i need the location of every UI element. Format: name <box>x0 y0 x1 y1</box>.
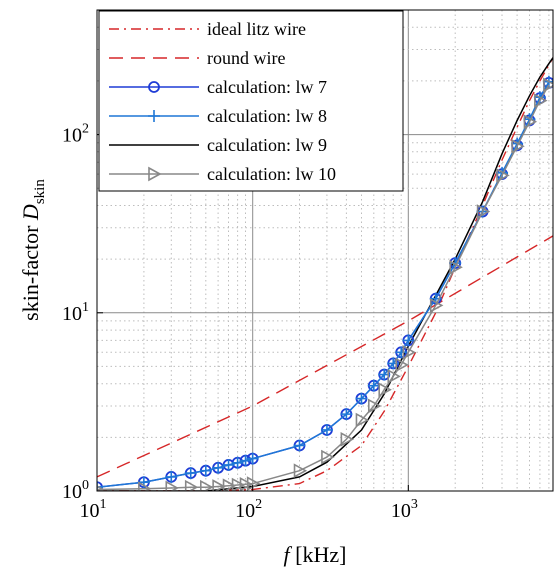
data-point <box>222 458 235 471</box>
data-point <box>387 368 401 384</box>
legend-label: ideal litz wire <box>207 19 306 39</box>
data-point <box>222 478 237 491</box>
legend-box <box>98 10 404 192</box>
data-point <box>543 77 553 93</box>
x-axis-title: f [kHz] <box>284 542 347 567</box>
data-point <box>199 464 212 477</box>
data-point <box>321 449 335 465</box>
legend-marker <box>148 166 162 182</box>
data-point <box>387 357 400 370</box>
data-point <box>429 298 444 313</box>
data-point <box>320 423 333 436</box>
y-tick-label: 102 <box>62 122 89 147</box>
x-tick-label: 103 <box>391 497 418 522</box>
series-layer <box>97 57 553 491</box>
data-point <box>402 334 415 347</box>
data-point <box>231 456 244 469</box>
legend-label: round wire <box>207 48 285 68</box>
legend-label: calculation: lw 10 <box>207 164 336 184</box>
legend-marker <box>148 81 160 93</box>
data-point <box>293 439 306 452</box>
data-point <box>476 204 491 219</box>
data-point <box>239 454 252 467</box>
data-point <box>449 259 463 275</box>
data-point <box>239 476 254 491</box>
legend: ideal litz wire round wire calculation: lw… <box>98 10 404 192</box>
data-point <box>402 344 416 360</box>
x-axis-title-unit: [kHz] <box>290 542 347 567</box>
y-tick-label: 101 <box>62 300 89 325</box>
data-point <box>496 168 510 183</box>
data-point <box>231 477 246 491</box>
plot-frame <box>96 9 554 492</box>
data-point <box>293 463 308 479</box>
x-tick-label: 101 <box>80 497 107 522</box>
series-ideal-litz-wire <box>97 57 553 491</box>
y-axis-title: skin-factor Dskin <box>18 179 48 321</box>
data-point <box>511 138 525 154</box>
y-tick-label: 100 <box>62 478 89 503</box>
data-point <box>340 431 355 447</box>
data-point <box>97 481 103 491</box>
series-calculation-lw-10 <box>97 77 553 491</box>
x-tick-label: 102 <box>235 497 262 522</box>
series-line <box>97 57 553 491</box>
data-point <box>165 470 178 483</box>
data-point <box>355 412 370 428</box>
legend-marker <box>148 110 160 122</box>
legend-label: calculation: lw 7 <box>207 77 327 97</box>
data-point <box>246 452 259 465</box>
data-point <box>367 398 382 414</box>
data-point <box>355 392 368 405</box>
data-point <box>200 479 214 491</box>
data-point <box>212 461 225 474</box>
legend-label: calculation: lw 9 <box>207 135 327 155</box>
data-point <box>523 114 538 130</box>
data-point <box>395 346 408 359</box>
y-axis-title-text: skin-factor <box>18 220 43 321</box>
data-point <box>184 467 197 480</box>
y-axis-title-subscript: skin <box>32 179 48 205</box>
data-point <box>378 382 392 398</box>
data-point <box>534 93 548 108</box>
data-point <box>395 357 409 373</box>
data-point <box>340 408 353 421</box>
data-point <box>367 379 380 392</box>
data-point <box>184 479 199 491</box>
x-axis-title-symbol: f <box>284 542 293 567</box>
data-point <box>138 481 152 491</box>
data-point <box>212 479 226 491</box>
legend-label: calculation: lw 8 <box>207 106 327 126</box>
y-axis-title-symbol: D <box>18 204 43 221</box>
